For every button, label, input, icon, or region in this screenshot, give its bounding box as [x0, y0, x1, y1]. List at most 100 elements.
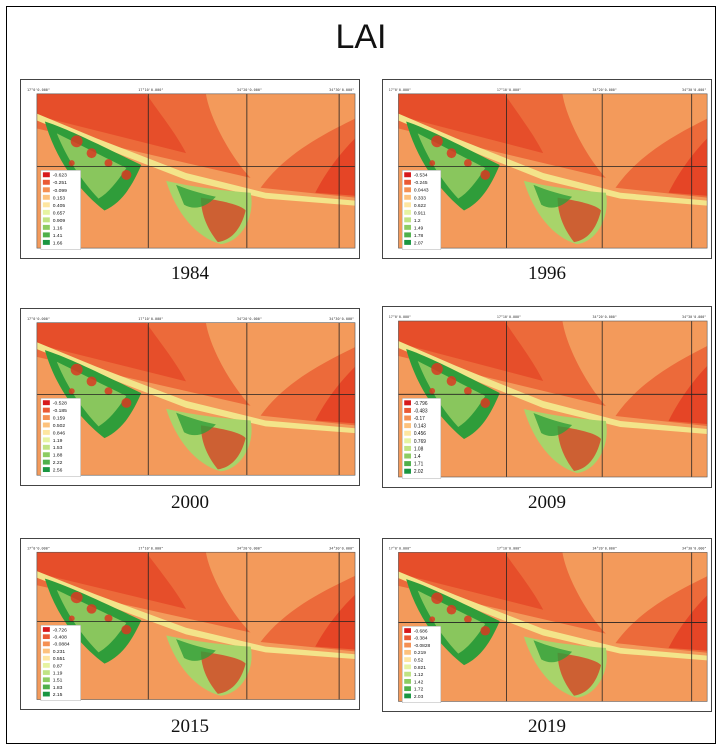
map-panel-2009: 17°0'0.000" 17°10'0.000" 34°20'0.000" 34°30… — [382, 306, 712, 488]
coord-label: 17°0'0.000" — [389, 315, 411, 319]
legend-label: -0.185 — [53, 408, 67, 414]
legend-swatch — [42, 634, 50, 640]
legend-label: -0.408 — [53, 635, 67, 641]
lai-map: 17°0'0.000" 17°10'0.000" 34°20'0.000" 34°30… — [27, 317, 356, 477]
legend-label: 0.333 — [414, 195, 426, 201]
legend-swatch — [42, 670, 50, 675]
legend-swatch — [42, 187, 50, 193]
legend-label: 0.0443 — [414, 188, 429, 194]
legend-label: 1.78 — [414, 233, 424, 239]
legend-swatch — [42, 437, 50, 443]
legend-swatch — [404, 187, 411, 193]
map-panel-2019: 17°0'0.000" 17°10'0.000" 34°20'0.000" 34°30… — [382, 538, 712, 712]
legend-label: 0.502 — [53, 423, 66, 429]
lai-map: 17°0'0.000" 17°10'0.000" 34°20'0.000" 34°30… — [389, 547, 708, 703]
legend-label: 0.909 — [53, 218, 66, 224]
coord-label: 34°30'0.000" — [682, 547, 706, 551]
legend-swatch — [404, 657, 411, 662]
legend-swatch — [404, 224, 411, 230]
coord-label: 34°30'0.000" — [329, 317, 354, 321]
figure-frame — [6, 6, 716, 744]
lai-map: 17°0'0.000" 17°10'0.000" 34°20'0.000" 34°30… — [389, 315, 708, 479]
legend-swatch — [42, 641, 50, 647]
year-label-2009: 2009 — [528, 492, 566, 513]
legend-swatch — [42, 202, 50, 208]
legend-label: -0.623 — [53, 173, 67, 179]
map-panel-2000: 17°0'0.000" 17°10'0.000" 34°20'0.000" 34°30… — [20, 308, 360, 486]
coord-label: 34°30'0.000" — [329, 88, 354, 92]
legend-label: 1.41 — [53, 233, 63, 239]
legend-swatch — [404, 635, 411, 641]
legend-swatch — [42, 684, 50, 690]
legend-swatch — [404, 628, 411, 633]
coord-label: 34°20'0.000" — [593, 315, 617, 319]
legend-label: -0.528 — [53, 401, 67, 407]
legend-label: -0.726 — [53, 627, 67, 633]
year-label-1984: 1984 — [171, 263, 209, 284]
legend-label: 0.405 — [53, 203, 66, 209]
legend-label: -0.483 — [414, 408, 428, 414]
coord-label: 17°10'0.000" — [497, 88, 521, 92]
legend-label: -0.384 — [414, 636, 428, 642]
legend-swatch — [404, 194, 411, 200]
legend-swatch — [42, 217, 50, 223]
legend-swatch — [404, 239, 411, 245]
legend-swatch — [42, 407, 50, 413]
legend-swatch — [404, 179, 411, 185]
legend-label: 0.846 — [53, 430, 66, 436]
legend-label: 0.159 — [53, 416, 66, 422]
legend-swatch — [42, 655, 50, 661]
legend-label: 0.551 — [53, 656, 66, 662]
legend-swatch — [404, 664, 411, 670]
legend-label: 2.22 — [53, 460, 63, 466]
legend-swatch — [404, 686, 411, 692]
figure-title: LAI — [335, 18, 387, 56]
legend-label: 2.15 — [53, 692, 63, 698]
legend-label: 1.51 — [53, 678, 63, 684]
legend-label: 1.88 — [53, 453, 63, 459]
legend-label: 1.49 — [414, 225, 424, 231]
legend-label: 2.03 — [414, 694, 424, 700]
legend-swatch — [42, 429, 50, 435]
legend-swatch — [404, 642, 411, 648]
legend-swatch — [404, 445, 411, 451]
legend-swatch — [404, 679, 411, 684]
legend-label: 1.53 — [53, 445, 63, 451]
legend-label: 0.622 — [414, 203, 426, 209]
legend-label: -0.099 — [53, 188, 67, 194]
legend-label: 0.769 — [414, 439, 426, 445]
legend-label: 0.153 — [53, 195, 66, 201]
year-label-2019: 2019 — [528, 716, 566, 737]
legend-label: 1.4 — [414, 454, 421, 460]
lai-map: 17°0'0.000" 17°10'0.000" 34°20'0.000" 34°30… — [27, 88, 356, 250]
legend-swatch — [404, 400, 411, 406]
legend-swatch — [42, 239, 50, 245]
legend-swatch — [404, 430, 411, 436]
coord-label: 17°10'0.000" — [497, 315, 521, 319]
legend-swatch — [42, 172, 50, 178]
legend-label: -0.17 — [414, 416, 425, 422]
legend-label: 0.821 — [414, 665, 426, 671]
legend-label: -0.245 — [414, 180, 428, 186]
coord-label: 34°20'0.000" — [237, 546, 262, 550]
legend-label: 0.143 — [414, 424, 426, 430]
legend-swatch — [404, 217, 411, 223]
legend-label: -0.796 — [414, 401, 428, 407]
legend-swatch — [404, 671, 411, 677]
legend-swatch — [42, 415, 50, 420]
legend-swatch — [404, 468, 411, 474]
legend-swatch — [42, 691, 50, 697]
legend-swatch — [42, 648, 50, 654]
coord-label: 34°20'0.000" — [593, 88, 617, 92]
legend-label: 0.456 — [414, 431, 426, 437]
map-panel-1984: 17°0'0.000" 17°10'0.000" 34°20'0.000" 34°30… — [20, 79, 360, 259]
legend-label: 0.219 — [414, 650, 426, 656]
legend-swatch — [404, 649, 411, 655]
map-panel-1996: 17°0'0.000" 17°10'0.000" 34°20'0.000" 34°30… — [382, 79, 712, 259]
coord-label: 17°0'0.000" — [389, 88, 411, 92]
legend-label: 2.56 — [53, 468, 63, 474]
year-label-2000: 2000 — [171, 492, 209, 513]
coord-label: 34°30'0.000" — [682, 315, 706, 319]
lai-map: 17°0'0.000" 17°10'0.000" 34°20'0.000" 34°30… — [389, 88, 708, 250]
legend-swatch — [404, 415, 411, 421]
